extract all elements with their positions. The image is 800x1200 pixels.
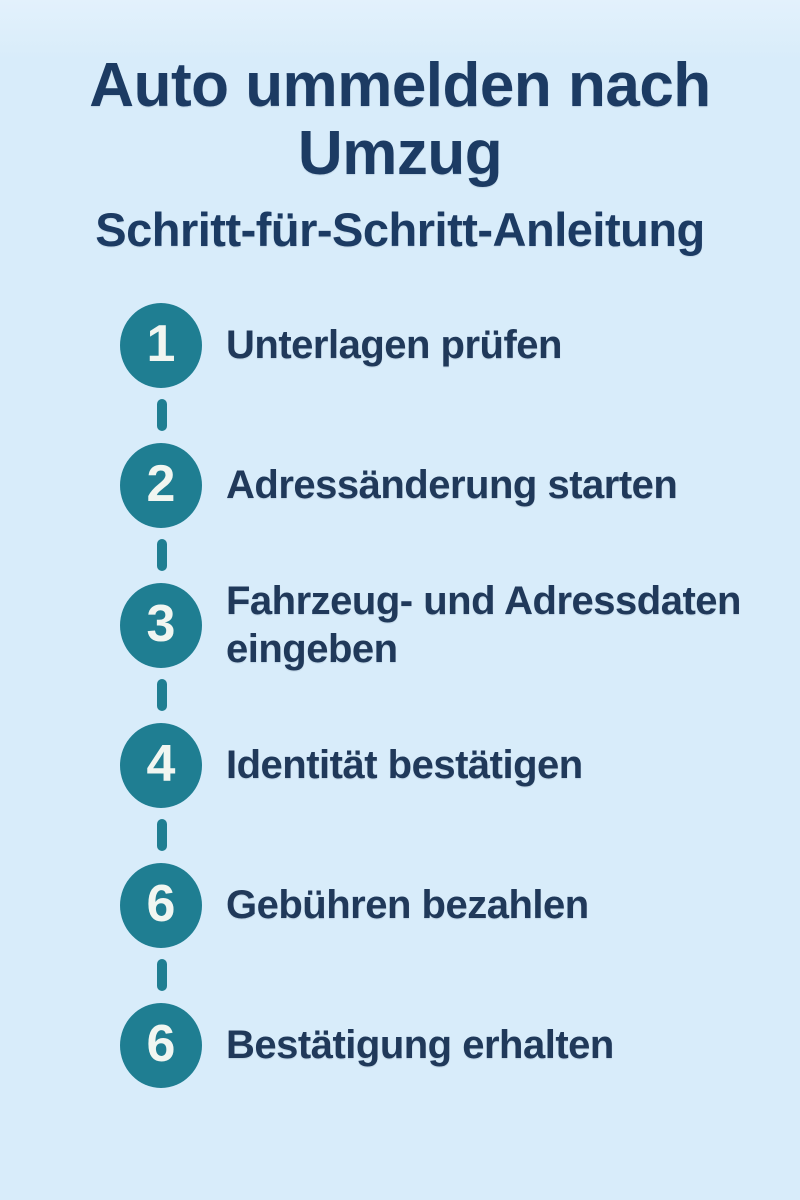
step-label: Fahrzeug- und Adressdaten eingeben <box>226 579 741 671</box>
page-title: Auto ummelden nach Umzug <box>0 52 800 188</box>
step-row: 2 Adressänderung starten <box>0 415 800 555</box>
step-number: 6 <box>146 874 176 933</box>
step-number-badge: 4 <box>120 722 202 808</box>
step-label: Adressänderung starten <box>226 463 678 507</box>
step-row: 1 Unterlagen prüfen <box>0 275 800 415</box>
connector-dash <box>157 819 167 851</box>
step-number-badge: 2 <box>120 442 202 528</box>
step-label: Identität bestätigen <box>226 743 583 787</box>
step-row: 6 Bestätigung erhalten <box>0 975 800 1115</box>
step-row: 6 Gebühren bezahlen <box>0 835 800 975</box>
step-number-badge: 1 <box>120 302 202 388</box>
header: Auto ummelden nach Umzug Schritt-für-Sch… <box>0 0 800 255</box>
page-title-line-1: Auto ummelden nach <box>89 51 711 120</box>
connector-dash <box>157 399 167 431</box>
connector-dash <box>157 539 167 571</box>
connector-dash <box>157 679 167 711</box>
step-number: 1 <box>146 314 176 373</box>
step-number: 2 <box>146 454 176 513</box>
step-row: 4 Identität bestätigen <box>0 695 800 835</box>
step-label: Bestätigung erhalten <box>226 1023 614 1067</box>
step-number-badge: 6 <box>120 1002 202 1088</box>
step-label: Gebühren bezahlen <box>226 883 589 927</box>
step-number: 3 <box>146 594 176 653</box>
step-row: 3 Fahrzeug- und Adressdaten eingeben <box>0 555 800 695</box>
page-subtitle: Schritt-für-Schritt-Anleitung <box>95 203 705 256</box>
step-number-badge: 3 <box>120 582 202 668</box>
step-number: 6 <box>146 1014 176 1073</box>
step-number: 4 <box>146 734 176 793</box>
step-number-badge: 6 <box>120 862 202 948</box>
steps-list: 1 Unterlagen prüfen 2 Adressänderung sta… <box>0 275 800 1115</box>
page-title-line-2: Umzug <box>297 119 503 188</box>
step-label: Unterlagen prüfen <box>226 323 562 367</box>
connector-dash <box>157 959 167 991</box>
